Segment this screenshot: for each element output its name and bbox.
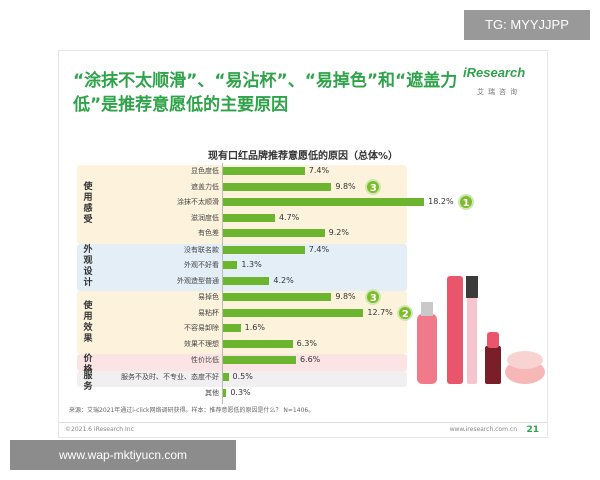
lipstick-base-shape: [485, 346, 501, 384]
chart-title: 现有口红品牌推荐意愿低的原因（总体%）: [207, 151, 399, 162]
rank-badge: 2: [397, 304, 414, 321]
footer-divider: [59, 422, 547, 423]
value-label: 1.6%: [244, 323, 265, 332]
mascara-tube-shape: [467, 296, 477, 384]
bar: [223, 198, 425, 206]
cream-top-shape: [507, 351, 543, 369]
bar: [223, 293, 332, 301]
mascara-brush-shape: [466, 276, 478, 298]
bar: [223, 308, 364, 317]
group-label: 价格: [83, 354, 93, 375]
page-number: 21: [526, 425, 539, 435]
value-label: 18.2%: [428, 197, 454, 206]
category-label: 外观造型普通: [177, 276, 219, 285]
value-label: 0.3%: [230, 388, 251, 397]
group-label: 外观设计: [83, 245, 93, 289]
bar: [223, 261, 238, 269]
category-label: 没有联名款: [184, 245, 219, 254]
category-label: 易粘杯: [198, 308, 219, 317]
category-label: 有色差: [198, 229, 219, 237]
lipstick-bullet-shape: [487, 332, 499, 348]
category-label: 不容易卸除: [184, 324, 219, 332]
value-label: 4.2%: [273, 275, 294, 285]
footer-site: www.iresearch.com.cn: [449, 426, 517, 433]
bar: [223, 276, 270, 285]
watermark-top: TG: MYYJJPP: [464, 10, 590, 40]
footer-copyright: ©2021.6 iResearch Inc: [65, 426, 134, 433]
category-label: 其他: [205, 389, 219, 397]
group-label: 服务: [83, 370, 93, 392]
category-label: 性价比低: [191, 356, 219, 364]
value-label: 7.4%: [308, 244, 330, 254]
rank-badge: 1: [458, 194, 475, 210]
iresearch-logo: iResearch 艾瑞咨询: [463, 65, 533, 101]
bar: [223, 324, 241, 332]
bottle-cap-shape: [421, 302, 433, 316]
bar: [223, 213, 275, 222]
group-label: 使用感受: [83, 182, 93, 226]
slide-headline: “涂抹不太顺滑”、“易沾杯”、“易掉色”和“遮盖力低”是推荐意愿低的主要原因: [73, 71, 458, 115]
tall-tube-shape: [447, 276, 463, 384]
bar: [223, 167, 305, 175]
group-label: 使用效果: [83, 300, 93, 344]
value-label: 9.2%: [328, 228, 349, 237]
rank-badge: 3: [365, 178, 382, 195]
cosmetics-illustration: [417, 276, 545, 384]
source-note: 来源：艾瑞2021年通过i-click网络调研获得。样本：推荐意愿低的原因是什么…: [69, 407, 315, 414]
category-label: 服务不及时、不专业、态度不好: [121, 372, 219, 381]
report-slide: “涂抹不太顺滑”、“易沾杯”、“易掉色”和“遮盖力低”是推荐意愿低的主要原因 i…: [58, 50, 548, 438]
category-label: 外观不好看: [184, 261, 219, 269]
bar: [223, 229, 325, 237]
category-label: 涂抹不太顺滑: [177, 198, 219, 206]
category-label: 遮盖力低: [191, 182, 219, 191]
value-label: 9.8%: [335, 181, 356, 191]
value-label: 6.6%: [299, 355, 321, 364]
group-band: [77, 370, 407, 387]
rank-badge: 3: [365, 289, 382, 305]
value-label: 7.4%: [308, 166, 330, 175]
value-label: 9.8%: [335, 292, 356, 301]
bar: [223, 356, 296, 364]
bar: [223, 245, 305, 254]
category-axis: [222, 163, 223, 404]
foundation-bottle-shape: [417, 314, 437, 384]
bar: [223, 182, 332, 191]
value-label: 6.3%: [296, 338, 317, 348]
bar: [223, 389, 227, 397]
value-label: 4.7%: [278, 212, 300, 222]
category-label: 显色度低: [191, 167, 219, 175]
value-label: 0.5%: [232, 371, 253, 381]
bar: [223, 372, 229, 381]
watermark-bottom: www.wap-mktiyucn.com: [10, 440, 236, 470]
value-label: 1.3%: [241, 260, 262, 269]
category-label: 效果不理想: [184, 339, 219, 348]
category-label: 易掉色: [198, 293, 219, 301]
category-label: 滋润度低: [191, 213, 219, 222]
bar: [223, 339, 293, 348]
value-label: 12.7%: [367, 307, 393, 317]
logo-word: iResearch: [463, 65, 526, 80]
logo-sub: 艾瑞咨询: [477, 88, 521, 96]
